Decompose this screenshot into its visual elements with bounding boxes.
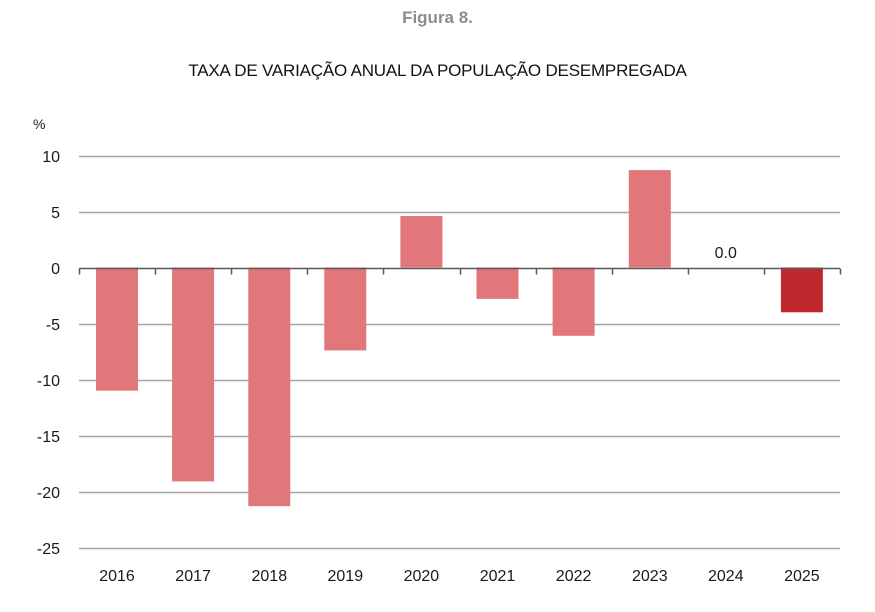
y-tick-label: -25 xyxy=(37,541,60,558)
y-tick-label: -10 xyxy=(37,373,60,390)
y-tick-label: 5 xyxy=(51,205,60,222)
x-axis xyxy=(78,267,842,275)
data-label-2024: 0.0 xyxy=(715,245,737,262)
x-tick-label: 2025 xyxy=(784,568,820,585)
bar-2022 xyxy=(552,267,595,336)
x-tick-label: 2018 xyxy=(252,568,288,585)
bar-2019 xyxy=(324,267,367,351)
figure-label: Figura 8. xyxy=(402,8,473,27)
bar-2017 xyxy=(172,267,215,482)
bar-2021 xyxy=(476,267,519,299)
bars xyxy=(96,170,823,507)
x-tick-label: 2017 xyxy=(175,568,211,585)
x-tick-label: 2019 xyxy=(328,568,364,585)
bar-2025 xyxy=(780,267,823,313)
y-tick-label: -15 xyxy=(37,429,60,446)
y-tick-label: 10 xyxy=(42,149,60,166)
y-axis-unit-label: % xyxy=(33,116,45,132)
x-tick-label: 2024 xyxy=(708,568,744,585)
x-tick-label: 2023 xyxy=(632,568,668,585)
bar-2023 xyxy=(628,170,671,268)
y-tick-label: -20 xyxy=(37,485,60,502)
labels: 10 5 0 -5 -10 -15 -20 -25% 2016 2017 2018 2019 2020 2… xyxy=(33,116,820,585)
x-tick-label: 2021 xyxy=(480,568,516,585)
y-tick-label: -5 xyxy=(46,317,60,334)
x-tick-label: 2016 xyxy=(99,568,135,585)
bar-2016 xyxy=(96,267,138,391)
bar-2020 xyxy=(400,216,443,268)
x-tick-label: 2022 xyxy=(556,568,592,585)
chart-title: TAXA DE VARIAÇÃO ANUAL DA POPULAÇÃO DESE… xyxy=(188,61,687,80)
bar-2018 xyxy=(248,267,291,507)
y-tick-label: 0 xyxy=(51,261,60,278)
x-tick-label: 2020 xyxy=(404,568,440,585)
